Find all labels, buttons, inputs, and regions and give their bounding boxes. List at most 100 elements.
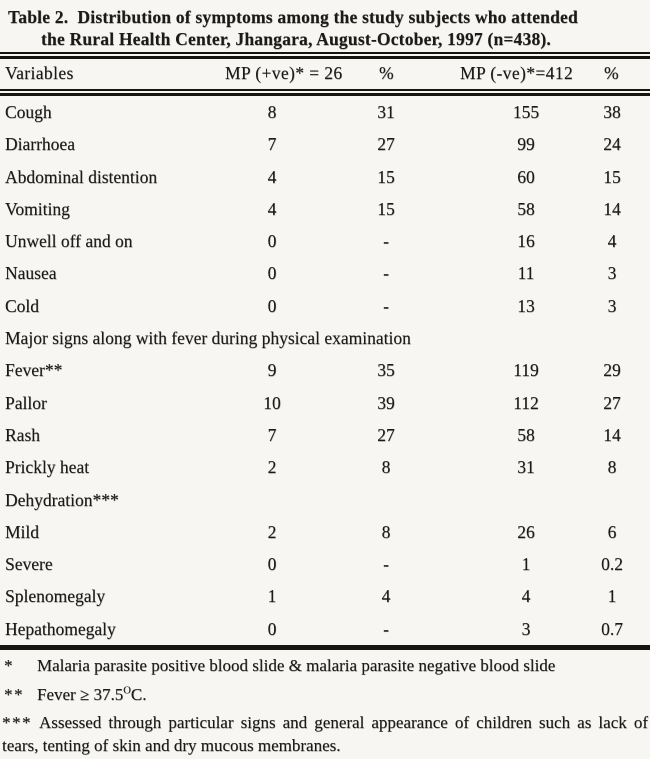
- cell-mp-pos-count: 7: [267, 424, 277, 445]
- cell-mp-neg-pct: 14: [603, 198, 621, 219]
- cell-mp-neg-pct: 14: [603, 424, 621, 445]
- cell-mp-neg-count: 3: [521, 618, 531, 639]
- cell-mp-pos-count: 10: [263, 392, 281, 413]
- cell-mp-pos-count: 4: [267, 166, 277, 187]
- section-label: Dehydration***: [5, 489, 119, 510]
- cell-mp-pos-count: 1: [267, 586, 277, 607]
- cell-mp-pos-count: 2: [267, 457, 277, 478]
- cell-variable: Pallor: [5, 392, 47, 413]
- cell-mp-pos-count: 8: [267, 102, 277, 122]
- cell-variable: Abdominal distention: [5, 166, 158, 187]
- cell-variable: Rash: [5, 424, 40, 445]
- header-mp-positive: MP (+ve)* = 26: [225, 63, 343, 83]
- cell-mp-pos-pct: 8: [381, 457, 391, 478]
- cell-mp-neg-pct: 27: [603, 392, 621, 413]
- table-row: Unwell off and on 0 - 16 4: [0, 225, 650, 257]
- table-row: Hepathomegaly 0 - 3 0.7: [0, 613, 650, 645]
- cell-mp-neg-pct: 3: [607, 295, 617, 316]
- table-row: Vomiting 4 15 58 14: [0, 193, 650, 225]
- cell-mp-pos-count: 4: [267, 198, 277, 219]
- cell-mp-neg-pct: 0.2: [601, 554, 623, 575]
- cell-mp-pos-count: 2: [267, 521, 277, 542]
- cell-mp-pos-count: 0: [267, 554, 277, 575]
- cell-mp-neg-count: 60: [517, 166, 535, 187]
- cell-mp-pos-count: 0: [267, 231, 277, 252]
- cell-variable: Unwell off and on: [5, 231, 133, 252]
- footnote-marker: **: [4, 685, 24, 704]
- cell-mp-neg-pct: 29: [603, 360, 621, 381]
- cell-mp-neg-pct: 3: [607, 263, 617, 284]
- cell-mp-neg-count: 4: [521, 586, 531, 607]
- table-header-row: Variables MP (+ve)* = 26 % MP (-ve)*=412…: [0, 59, 650, 89]
- header-double-rule: [0, 89, 650, 96]
- cell-mp-pos-count: 0: [267, 263, 277, 284]
- cell-mp-pos-pct: -: [383, 554, 389, 575]
- header-percent-negative: %: [604, 63, 619, 83]
- cell-mp-pos-pct: 27: [377, 424, 395, 445]
- cell-mp-neg-pct: 24: [603, 134, 621, 155]
- footnote-text: Fever ≥ 37.5OC.: [37, 682, 147, 707]
- table-row: Diarrhoea 7 27 99 24: [0, 128, 650, 160]
- cell-mp-pos-pct: -: [383, 263, 389, 284]
- bottom-thick-rule: [0, 645, 650, 650]
- cell-mp-neg-pct: 15: [603, 166, 621, 187]
- cell-mp-neg-pct: 0.7: [601, 618, 623, 639]
- footnote-fever-pre: Fever ≥ 37.5: [37, 685, 124, 704]
- cell-mp-pos-pct: 15: [377, 166, 395, 187]
- table-section-row: Dehydration***: [0, 484, 650, 516]
- cell-variable: Severe: [5, 554, 53, 575]
- table-row: Severe 0 - 1 0.2: [0, 548, 650, 580]
- table-row: Mild 2 8 26 6: [0, 516, 650, 548]
- cell-mp-neg-count: 58: [517, 198, 535, 219]
- footnote-marker: *: [4, 656, 14, 675]
- table-title-line1: Table 2. Distribution of symptoms among …: [8, 7, 578, 27]
- footnote-marker: ***: [2, 713, 32, 732]
- cell-variable: Vomiting: [5, 198, 70, 219]
- section-label: Major signs along with fever during phys…: [5, 328, 411, 349]
- footnote-text: Assessed through particular signs and ge…: [2, 713, 648, 755]
- cell-mp-pos-count: 0: [267, 618, 277, 639]
- cell-mp-neg-count: 112: [513, 392, 539, 413]
- top-double-rule: [0, 52, 650, 59]
- cell-mp-neg-pct: 1: [607, 586, 617, 607]
- header-percent-positive: %: [379, 63, 394, 83]
- cell-mp-pos-pct: -: [383, 295, 389, 316]
- table-body: Cough 8 31 155 38 Diarrhoea 7 27 99 24 Abdominal d…: [0, 96, 650, 645]
- table-row: Abdominal distention 4 15 60 15: [0, 161, 650, 193]
- cell-mp-neg-count: 26: [517, 521, 535, 542]
- cell-mp-neg-pct: 6: [607, 521, 617, 542]
- cell-mp-pos-count: 7: [267, 134, 277, 155]
- cell-variable: Splenomegaly: [5, 586, 106, 607]
- cell-mp-neg-count: 155: [512, 102, 540, 122]
- footnote-dehydration: *** Assessed through particular signs and…: [0, 712, 650, 757]
- cell-variable: Nausea: [5, 263, 57, 284]
- cell-mp-pos-pct: 39: [377, 392, 395, 413]
- table-title: Table 2. Distribution of symptoms among …: [0, 0, 650, 50]
- cell-mp-pos-count: 0: [267, 295, 277, 316]
- table-row: Cough 8 31 155 38: [0, 96, 650, 128]
- cell-variable: Hepathomegaly: [5, 618, 116, 639]
- cell-mp-neg-count: 1: [521, 554, 531, 575]
- table-row: Nausea 0 - 11 3: [0, 257, 650, 289]
- cell-mp-pos-pct: 35: [377, 360, 395, 381]
- header-variables: Variables: [5, 63, 74, 83]
- cell-mp-neg-count: 119: [513, 360, 539, 381]
- table-title-line2: the Rural Health Center, Jhangara, Augus…: [41, 29, 552, 49]
- table-section-row: Major signs along with fever during phys…: [0, 322, 650, 354]
- cell-mp-neg-pct: 4: [607, 231, 617, 252]
- table-row: Prickly heat 2 8 31 8: [0, 451, 650, 483]
- cell-mp-pos-pct: 31: [377, 102, 395, 122]
- cell-mp-neg-count: 99: [517, 134, 535, 155]
- table-row: Cold 0 - 13 3: [0, 290, 650, 322]
- cell-mp-pos-pct: 27: [377, 134, 395, 155]
- footnote-text: Malaria parasite positive blood slide & …: [37, 656, 556, 675]
- footnote-blood-slide: * Malaria parasite positive blood slide …: [0, 654, 650, 677]
- cell-variable: Mild: [5, 521, 40, 542]
- footnote-fever-post: C.: [130, 685, 147, 704]
- cell-mp-neg-pct: 8: [607, 457, 617, 478]
- cell-mp-neg-count: 58: [517, 424, 535, 445]
- cell-mp-pos-pct: -: [383, 618, 389, 639]
- header-mp-negative: MP (-ve)*=412: [460, 63, 574, 83]
- cell-mp-neg-count: 11: [517, 263, 535, 284]
